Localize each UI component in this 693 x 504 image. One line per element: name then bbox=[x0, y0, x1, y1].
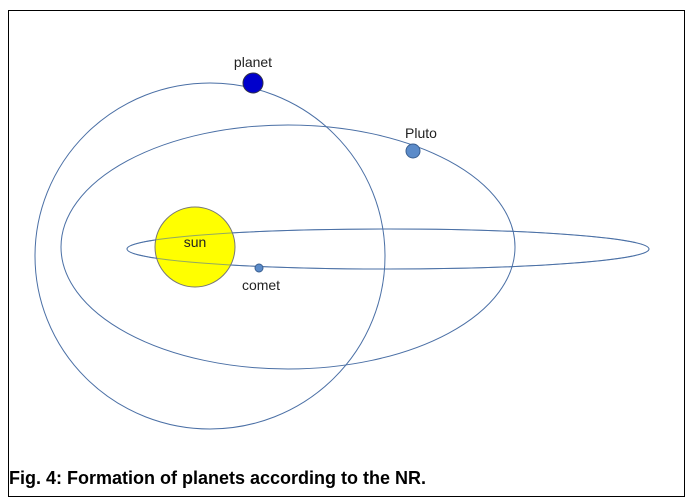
comet bbox=[254, 263, 264, 273]
planet-orbit bbox=[34, 82, 386, 430]
planet bbox=[242, 72, 264, 94]
comet-orbit-front bbox=[126, 228, 650, 270]
sun-label: sun bbox=[184, 234, 207, 250]
comet-label: comet bbox=[242, 277, 280, 293]
pluto-label: Pluto bbox=[405, 125, 437, 141]
caption: Fig. 4: Formation of planets according t… bbox=[9, 468, 426, 488]
pluto bbox=[405, 143, 421, 159]
planet-label: planet bbox=[234, 54, 272, 70]
pluto-orbit bbox=[60, 124, 516, 370]
sun bbox=[154, 206, 236, 288]
frame bbox=[8, 10, 685, 497]
